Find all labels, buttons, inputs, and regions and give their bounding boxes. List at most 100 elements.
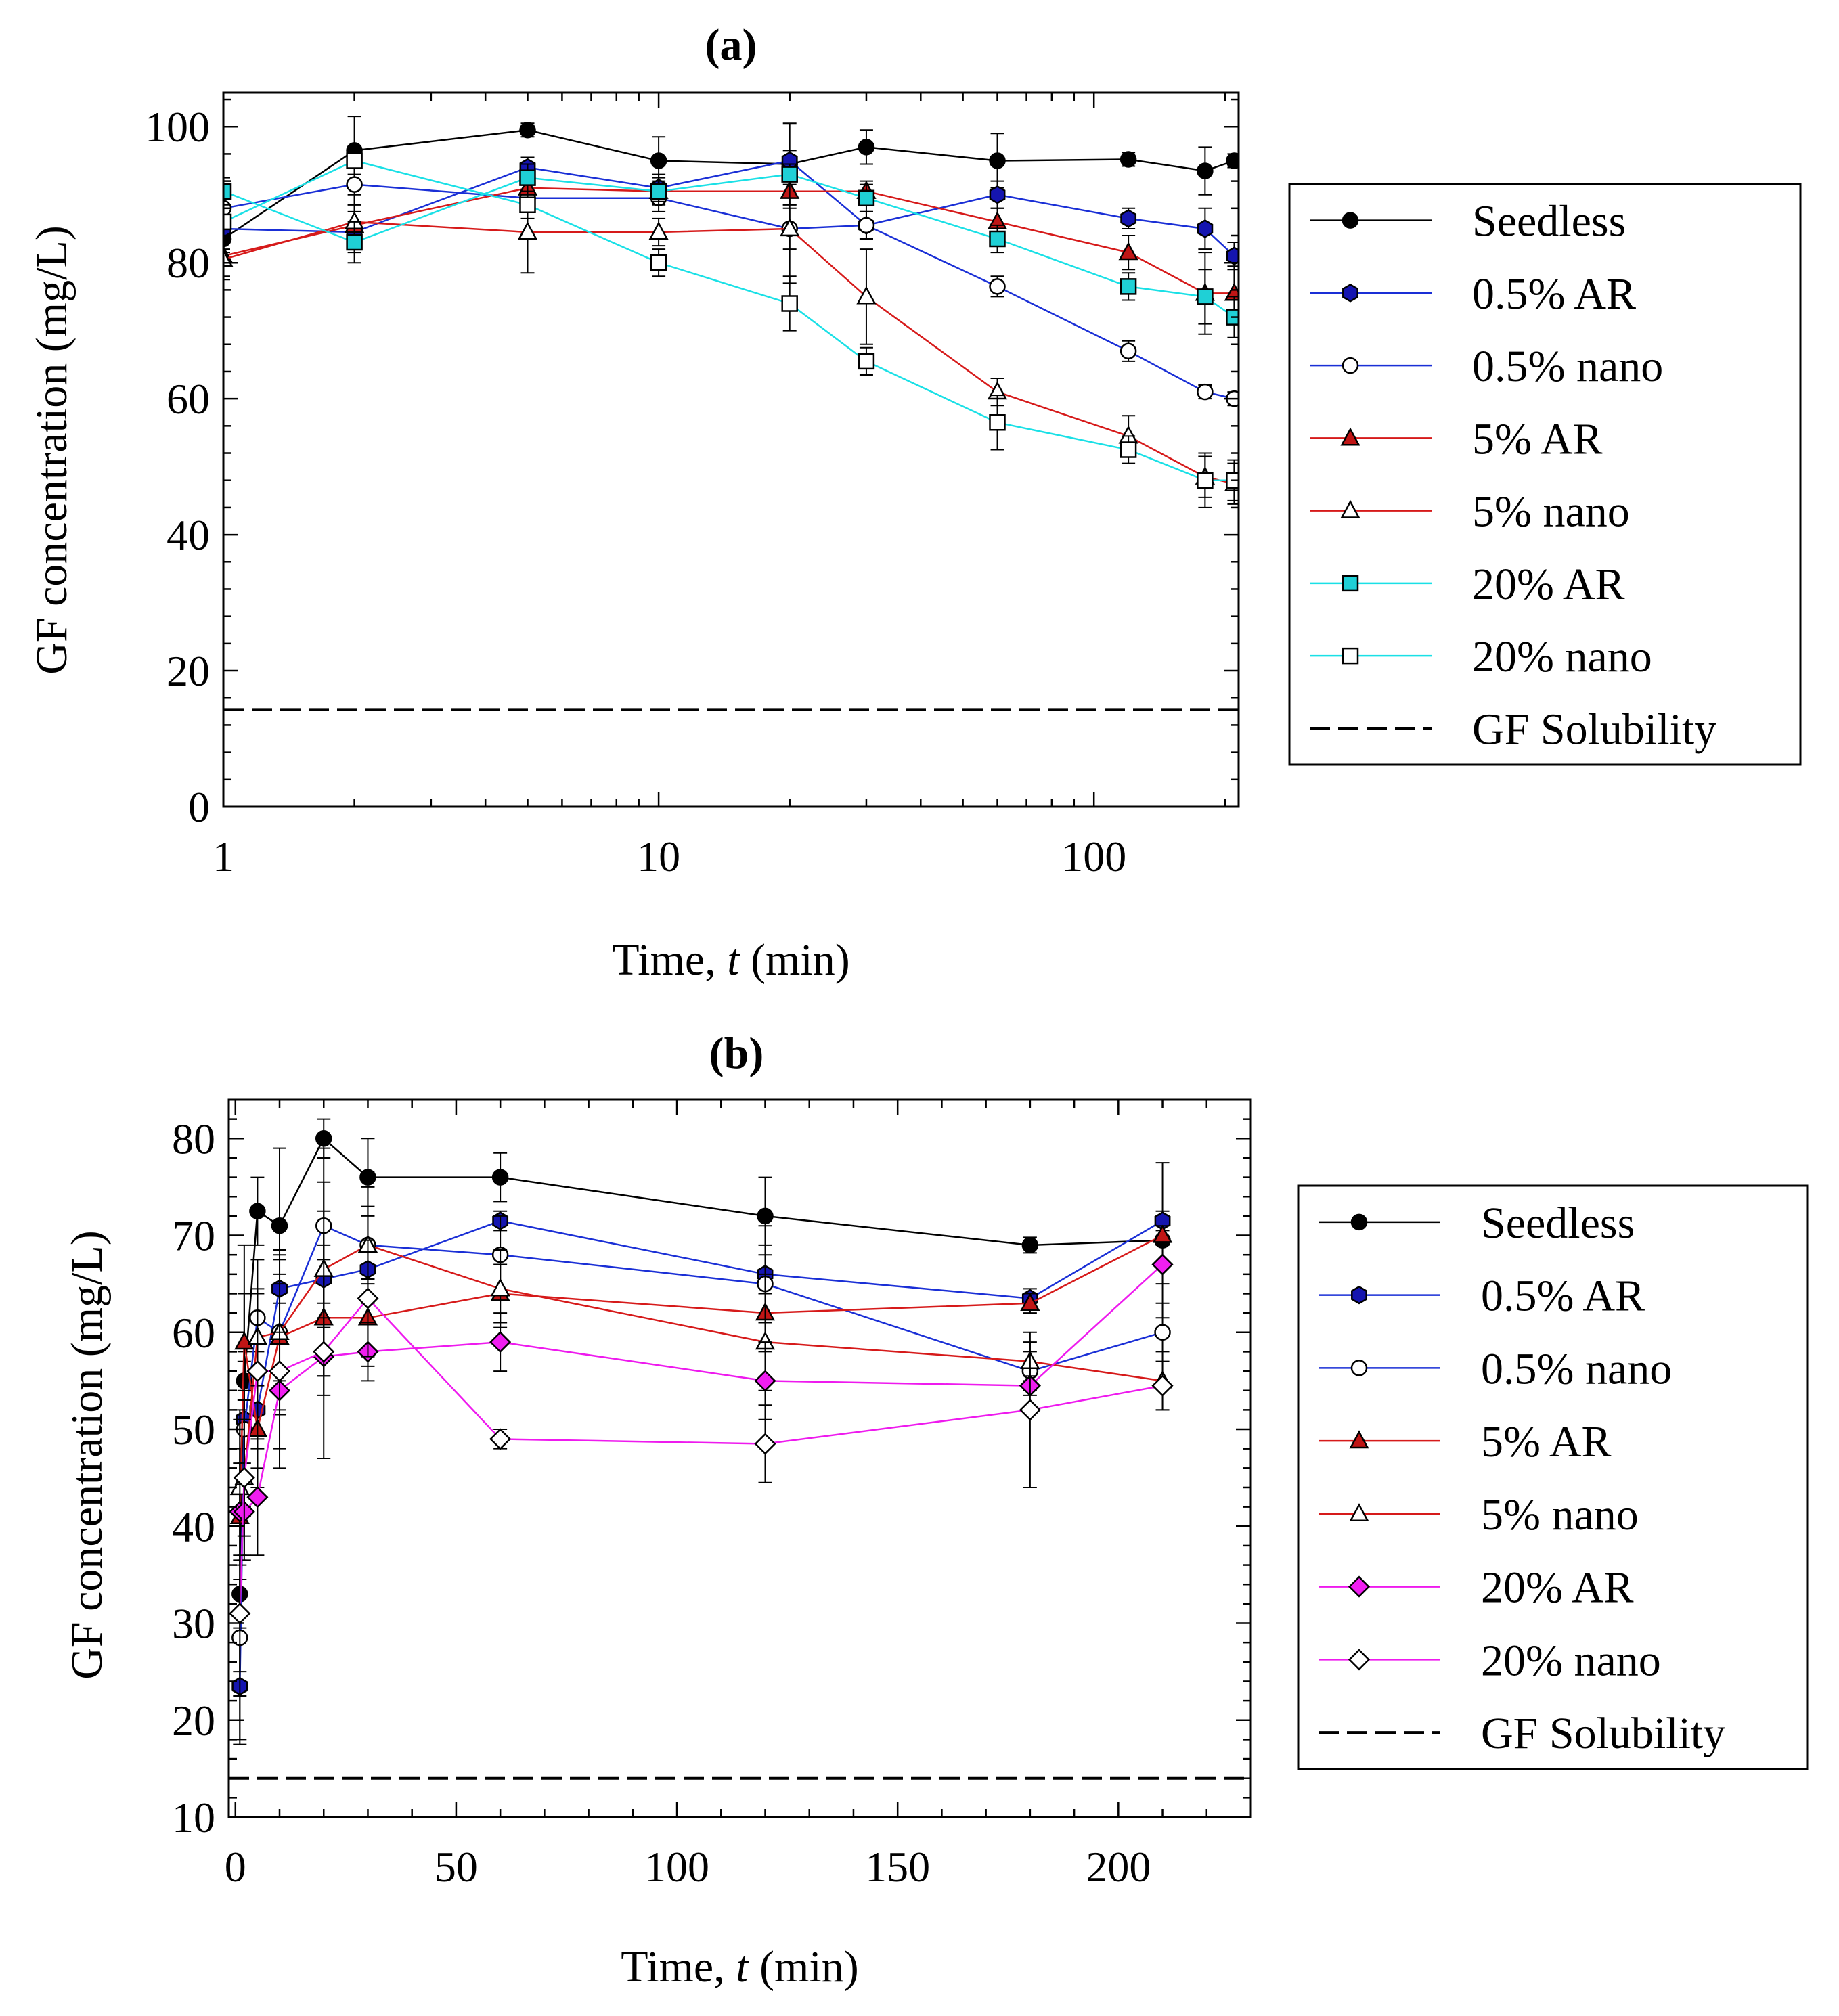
panel-a-series-20pct-nano-point	[781, 295, 798, 312]
panel-b-legend-item-gf-solubility: GF Solubility	[1319, 1709, 1725, 1758]
panel-a-series-20pct-nano-point	[1197, 472, 1214, 489]
panel-a-series-seedless-point	[1120, 151, 1137, 168]
panel-b-axes-frame	[227, 1098, 1252, 1818]
panel-a-series-seedless-point	[519, 122, 536, 139]
panel-b-series-20pct-nano-point	[357, 1287, 379, 1309]
panel-a-legend-item-5pct-nano-label: 5% nano	[1472, 487, 1630, 537]
panel-b-legend-item-0-5pct-nano-marker	[1350, 1360, 1368, 1376]
panel-b-series-20pct-ar-point	[754, 1370, 776, 1392]
panel-a-legend-item-5pct-ar-marker	[1340, 427, 1360, 446]
panel-a-y-tick-label: 20	[167, 647, 210, 695]
panel-b-series-20pct-ar-line	[240, 1263, 1164, 1513]
panel-a-series-20pct-ar-point	[781, 166, 798, 183]
panel-a-legend-item-20pct-ar-marker	[1342, 575, 1359, 592]
panel-a-legend: Seedless 0.5% AR 0.5% nano 5% AR 5% nano 20% …	[1288, 183, 1802, 766]
panel-b-series-5pct-nano-point	[490, 1278, 510, 1297]
panel-a-series-0-5pct-nano-point	[1120, 342, 1137, 360]
panel-a-y-tick-label: 40	[167, 511, 210, 559]
panel-a-legend-item-seedless-marker	[1342, 212, 1359, 229]
panel-a-series-seedless-point	[858, 139, 875, 156]
panel-b-series-seedless-point	[249, 1203, 266, 1219]
panel-b-title: (b)	[709, 1029, 764, 1078]
panel-a-series-5pct-ar-line	[223, 187, 1235, 294]
panel-b-series-0-5pct-nano	[231, 1147, 1171, 1697]
panel-a-series-20pct-ar-point	[989, 230, 1006, 248]
panel-b-series-5pct-ar-point	[234, 1331, 254, 1350]
panel-a-y-axis-label: GF concentration (mg/L)	[27, 225, 76, 674]
panel-b-series-0-5pct-nano-point	[1154, 1324, 1171, 1341]
panel-a-legend-item-5pct-ar: 5% AR	[1310, 414, 1603, 464]
panel-a-legend-item-0-5pct-ar: 0.5% AR	[1310, 269, 1636, 319]
panel-a-series-20pct-ar-line	[223, 173, 1235, 318]
panel-a-legend-item-gf-solubility-label: GF Solubility	[1472, 704, 1716, 754]
panel-a-series-seedless-point	[989, 152, 1006, 169]
panel-a-series-20pct-ar-point	[858, 189, 875, 206]
panel-b-series-seedless-point	[271, 1217, 288, 1234]
panel-a-axes: 0 20 40 60 80 100 1 10 100	[145, 93, 1239, 880]
panel-b-legend-item-5pct-ar-label: 5% AR	[1481, 1417, 1612, 1466]
panel-a-series-20pct-ar-point	[223, 183, 232, 200]
panel-a-legend-item-5pct-nano: 5% nano	[1310, 487, 1630, 537]
panel-a-series-5pct-nano-point	[856, 286, 877, 305]
panel-b-series-5pct-nano-line	[239, 1244, 1163, 1488]
panel-a-series-0-5pct-nano-point	[989, 278, 1006, 295]
panel-a-series-seedless-point	[650, 152, 667, 169]
panel-b-series-0-5pct-ar	[231, 1171, 1171, 1745]
panel-b-legend-item-20pct-ar-label: 20% AR	[1481, 1563, 1634, 1613]
panel-b-legend-item-20pct-nano-label: 20% nano	[1481, 1636, 1661, 1685]
panel-b-legend-item-0-5pct-ar-label: 0.5% AR	[1481, 1272, 1645, 1321]
panel-a-y-tick-label: 0	[188, 783, 210, 831]
panel-a-series-20pct-nano-point	[1120, 441, 1137, 458]
panel-a-legend-item-0-5pct-ar-marker	[1342, 284, 1358, 303]
panel-a-axes-frame	[222, 91, 1240, 808]
panel-a-series-0-5pct-ar-point	[989, 185, 1006, 204]
panel-a-legend-item-0-5pct-nano-label: 0.5% nano	[1472, 342, 1663, 391]
panel-b-legend-item-seedless-label: Seedless	[1481, 1199, 1635, 1248]
panel-a-series-5pct-nano-point	[648, 221, 669, 240]
panel-b-series-20pct-nano-point	[489, 1428, 512, 1450]
panel-a-y-tick-label: 60	[167, 375, 210, 423]
panel-a-series-5pct-ar	[223, 173, 1239, 335]
panel-a-series-0-5pct-nano-line	[223, 183, 1235, 400]
panel-b-legend-item-5pct-ar-marker	[1349, 1430, 1369, 1449]
panel-b-x-tick-label: 50	[435, 1843, 478, 1891]
panel-b-x-tick-label: 150	[865, 1843, 930, 1891]
panel-b-y-tick-label: 10	[172, 1793, 215, 1841]
panel-b-legend-item-20pct-ar: 20% AR	[1319, 1563, 1634, 1613]
panel-b-y-tick-label: 20	[172, 1697, 215, 1745]
panel-b-series-seedless-point	[315, 1130, 332, 1147]
panel-b-series-5pct-ar-point	[1152, 1224, 1173, 1243]
panel-b-legend-item-0-5pct-ar: 0.5% AR	[1319, 1272, 1645, 1321]
panel-a-legend-item-seedless: Seedless	[1310, 197, 1626, 246]
panel-b-series-0-5pct-ar-line	[239, 1219, 1164, 1686]
panel-a-x-tick-label: 100	[1061, 832, 1126, 880]
panel-a-legend-item-20pct-ar-label: 20% AR	[1472, 560, 1625, 609]
panel-b-series-20pct-nano-point	[1151, 1374, 1174, 1397]
panel-a-series-0-5pct-ar-point	[1120, 209, 1137, 228]
panel-b-series-20pct-nano-point	[233, 1466, 255, 1489]
panel-b-y-tick-label: 50	[172, 1406, 215, 1454]
panel-a-legend-item-0-5pct-nano-marker	[1342, 357, 1359, 374]
panel-a-x-tick-label: 10	[637, 832, 680, 880]
panel-a-legend-frame	[1288, 183, 1802, 766]
panel-b-x-tick-label: 0	[225, 1843, 246, 1891]
panel-b-series-20pct-ar-point	[1151, 1253, 1174, 1276]
panel-a-series-20pct-ar-point	[519, 169, 536, 186]
panel-b-series-seedless-point	[1021, 1236, 1039, 1254]
panel-a-series-20pct-nano-point	[650, 254, 667, 271]
panel-b-y-tick-label: 70	[172, 1212, 215, 1260]
panel-a-series-20pct-ar-point	[346, 233, 363, 251]
panel-b-series-20pct-nano	[229, 1239, 1174, 1673]
panel-b-legend-item-gf-solubility-label: GF Solubility	[1481, 1709, 1725, 1758]
panel-a-legend-item-20pct-ar: 20% AR	[1310, 560, 1625, 609]
panel-b-series-20pct-nano-point	[229, 1603, 251, 1625]
panel-a-series-5pct-ar-point	[1118, 242, 1138, 261]
panel-a-series-20pct-ar-point	[1120, 278, 1137, 295]
panel-a-series-20pct-nano-point	[223, 213, 232, 231]
panel-b-legend-item-20pct-nano: 20% nano	[1319, 1636, 1661, 1685]
panel-b-series-20pct-ar-point	[246, 1486, 269, 1508]
panel-a-series-5pct-nano-point	[517, 221, 538, 240]
panel-b-x-tick-label: 100	[644, 1843, 709, 1891]
panel-b-series-20pct-nano-point	[246, 1360, 269, 1383]
